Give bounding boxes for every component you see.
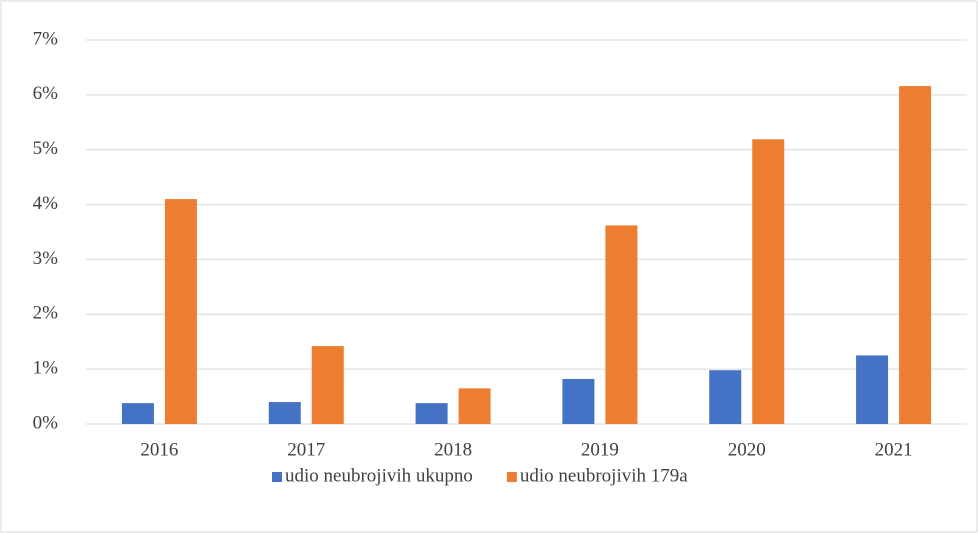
y-tick-label: 3% [33,248,59,269]
x-tick-label: 2020 [728,439,766,460]
y-tick-label: 1% [33,358,59,379]
y-tick-label: 7% [33,28,59,49]
x-tick-label: 2021 [875,439,913,460]
x-tick-label: 2017 [287,439,325,460]
y-tick-label: 5% [33,138,59,159]
bar [709,370,742,424]
legend-label: udio neubrojivih ukupno [285,465,473,486]
x-tick-label: 2018 [434,439,472,460]
legend-swatch [272,472,282,482]
bar [752,139,785,424]
y-tick-label: 4% [33,193,59,214]
legend-swatch [506,472,517,482]
bar [458,388,491,424]
y-tick-label: 2% [33,303,59,324]
y-tick-label: 6% [33,83,59,104]
bar [415,403,448,424]
bar [268,402,301,424]
bar [856,355,889,424]
x-tick-label: 2019 [581,439,619,460]
bar [311,346,344,424]
bar [121,403,154,424]
bar [562,379,595,424]
bar [899,86,932,424]
bar [605,225,638,424]
x-tick-label: 2016 [140,439,178,460]
y-tick-label: 0% [33,412,59,433]
legend-label: udio neubrojivih 179a [520,465,688,486]
bar [164,199,197,424]
